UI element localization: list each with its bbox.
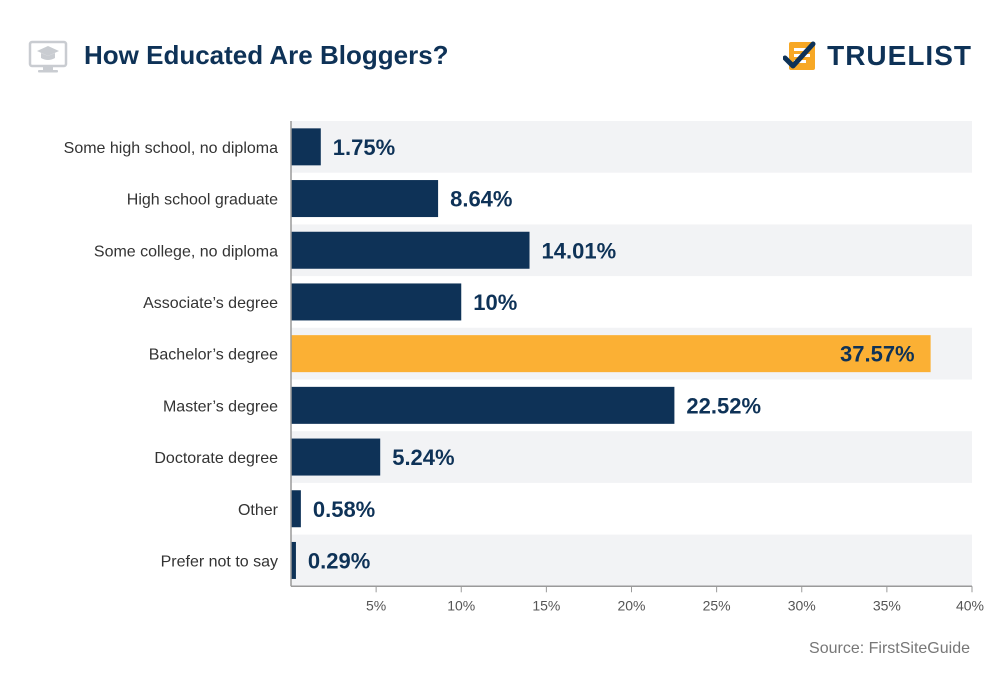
- x-tick-labels: 5% 10% 15% 20% 25% 30% 35% 40%: [366, 597, 984, 613]
- category-labels: Some high school, no diploma High school …: [64, 140, 279, 571]
- chart-header: How Educated Are Bloggers? TRUELIST: [28, 30, 972, 82]
- brand-name: TRUELIST: [827, 40, 972, 71]
- x-tick-label: 40%: [956, 597, 984, 613]
- bar: [291, 231, 530, 269]
- x-tick-label: 25%: [703, 597, 731, 613]
- bar: [291, 335, 931, 373]
- checklist-logo-icon: [783, 41, 816, 70]
- bar: [291, 283, 462, 321]
- x-tick-label: 20%: [617, 597, 645, 613]
- value-label: 1.75%: [333, 135, 395, 160]
- bars: [291, 128, 931, 579]
- value-label: 5.24%: [392, 445, 454, 470]
- value-label: 0.29%: [308, 548, 370, 573]
- value-label: 0.58%: [313, 497, 375, 522]
- bar: [291, 386, 675, 424]
- category-label: Doctorate degree: [154, 450, 278, 467]
- graduation-monitor-icon: [28, 40, 68, 73]
- row-band: [291, 431, 972, 483]
- row-band: [291, 121, 972, 173]
- value-labels: 1.75% 8.64% 14.01% 10% 37.57% 22.52% 5.24% 0.58…: [308, 135, 915, 574]
- value-label: 22.52%: [686, 393, 761, 418]
- category-label: High school graduate: [127, 192, 278, 209]
- bar: [291, 180, 439, 218]
- category-label: Other: [238, 502, 279, 519]
- category-label: Master’s degree: [163, 398, 278, 415]
- value-label: 10%: [473, 290, 517, 315]
- category-label: Some high school, no diploma: [64, 140, 278, 157]
- x-tick-label: 5%: [366, 597, 386, 613]
- axes: [290, 121, 973, 593]
- category-label: Bachelor’s degree: [149, 347, 278, 364]
- category-label: Associate’s degree: [143, 295, 278, 312]
- x-tick-label: 15%: [532, 597, 560, 613]
- bar: [291, 490, 301, 528]
- chart-title: How Educated Are Bloggers?: [84, 40, 449, 70]
- category-label: Prefer not to say: [161, 553, 278, 570]
- category-label: Some college, no diploma: [94, 243, 278, 260]
- bar: [291, 128, 321, 166]
- value-label: 14.01%: [542, 238, 617, 263]
- source-note: Source: FirstSiteGuide: [809, 640, 970, 657]
- bar: [291, 541, 296, 579]
- x-tick-label: 35%: [873, 597, 901, 613]
- row-band: [291, 534, 972, 587]
- value-label: 37.57%: [840, 342, 915, 367]
- x-tick-label: 10%: [447, 597, 475, 613]
- bar: [291, 438, 381, 476]
- value-label: 8.64%: [450, 187, 512, 212]
- brand-logo[interactable]: TRUELIST: [783, 38, 972, 74]
- x-tick-label: 30%: [788, 597, 816, 613]
